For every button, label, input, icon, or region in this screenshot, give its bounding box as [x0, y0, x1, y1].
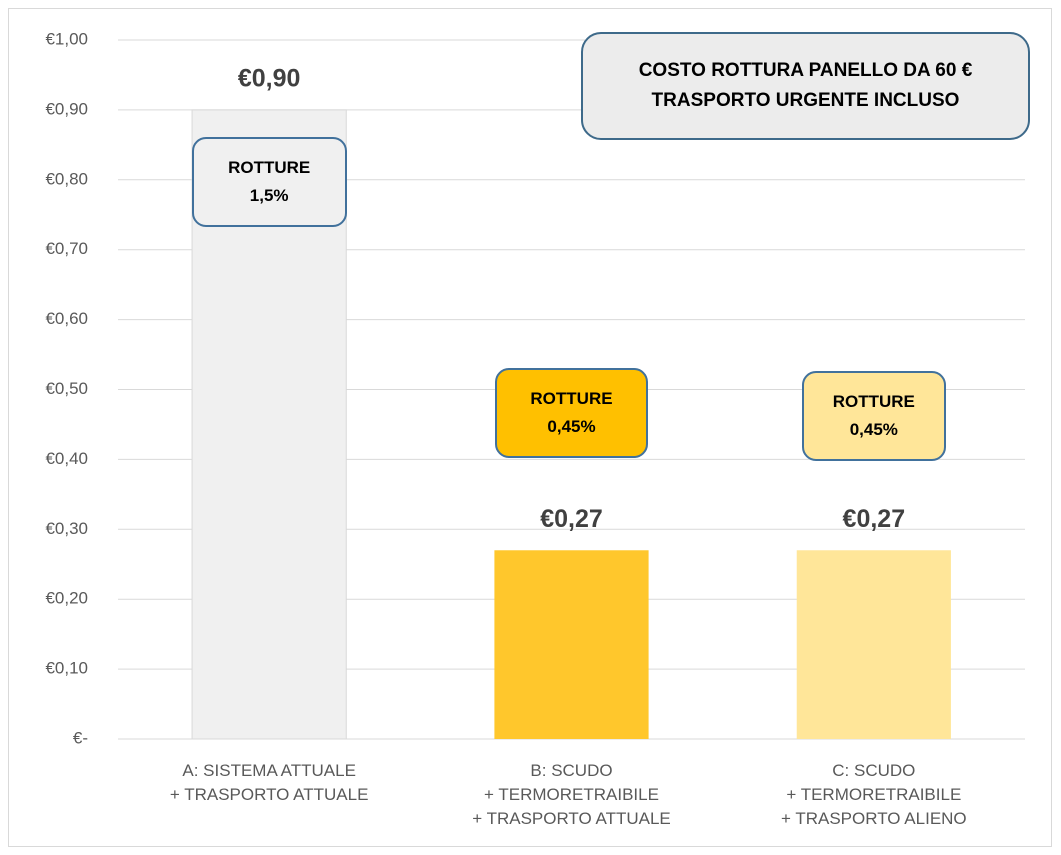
- chart-title: COSTO ROTTURA PANELLO DA 60 € TRASPORTO …: [581, 32, 1030, 140]
- x-tick-label: B: SCUDO + TERMORETRAIBILE + TRASPORTO A…: [472, 761, 671, 828]
- y-tick-label: €-: [73, 728, 88, 747]
- value-label: €0,27: [843, 505, 906, 533]
- y-tick-label: €0,20: [45, 589, 88, 608]
- annotation-box: ROTTURE 0,45%: [801, 371, 946, 461]
- bar: [494, 550, 649, 739]
- y-tick-label: €0,60: [45, 309, 88, 328]
- y-tick-label: €0,30: [45, 519, 88, 538]
- value-label: €0,27: [540, 505, 603, 533]
- y-tick-label: €0,50: [45, 379, 88, 398]
- value-label: €0,90: [238, 65, 301, 93]
- x-tick-label: A: SISTEMA ATTUALE + TRASPORTO ATTUALE: [169, 761, 369, 804]
- y-tick-label: €0,90: [45, 99, 88, 118]
- x-tick-label: C: SCUDO + TERMORETRAIBILE + TRASPORTO A…: [781, 761, 967, 828]
- bar: [796, 550, 951, 739]
- annotation-box: ROTTURE 1,5%: [191, 137, 347, 227]
- y-tick-label: €1,00: [45, 29, 88, 48]
- y-tick-label: €0,70: [45, 239, 88, 258]
- y-tick-label: €0,80: [45, 169, 88, 188]
- annotation-box: ROTTURE 0,45%: [495, 368, 648, 458]
- y-tick-label: €0,10: [45, 659, 88, 678]
- y-tick-label: €0,40: [45, 449, 88, 468]
